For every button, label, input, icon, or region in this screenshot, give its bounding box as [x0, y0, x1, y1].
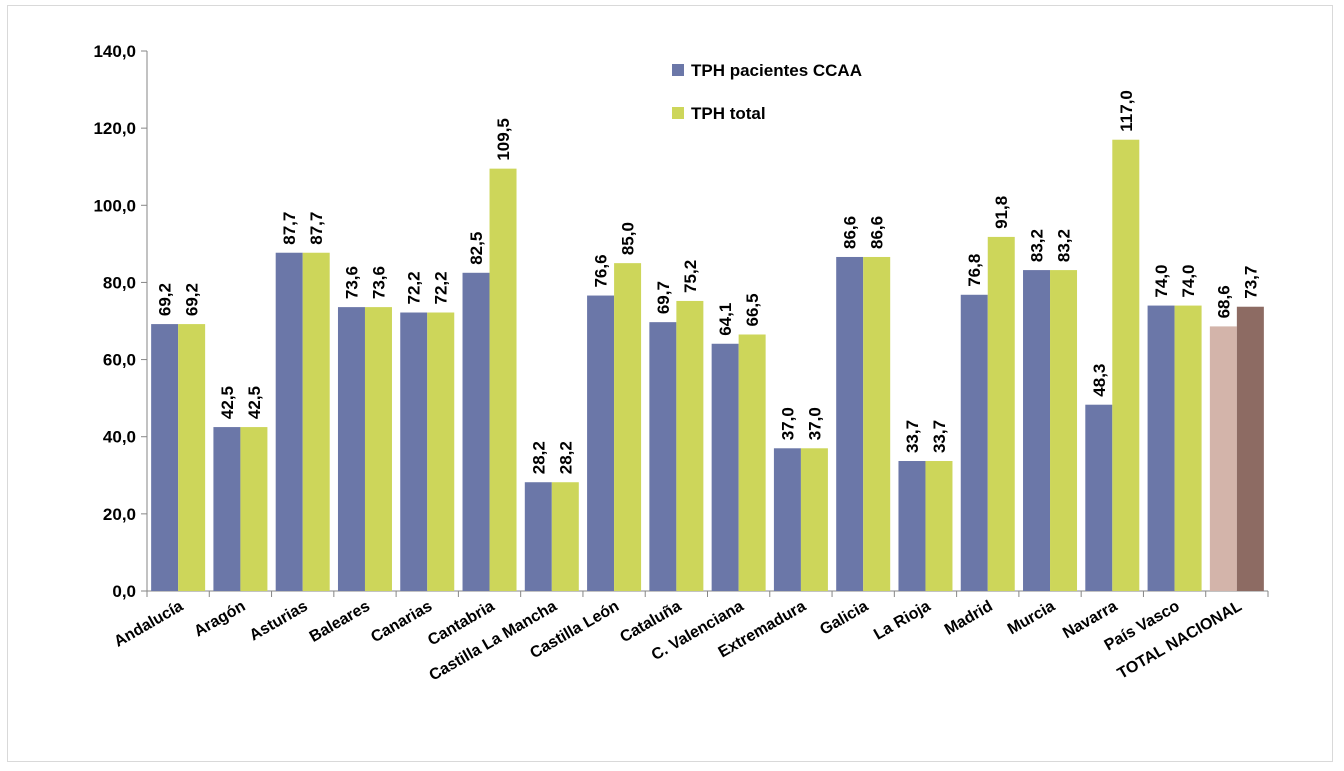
bar: [738, 334, 766, 591]
bar: [676, 300, 704, 591]
bar: [462, 272, 490, 591]
x-category-label: Murcia: [1005, 598, 1058, 639]
data-label: 83,2: [1028, 229, 1047, 262]
x-category-label: La Rioja: [871, 598, 933, 644]
data-label: 48,3: [1090, 364, 1109, 397]
data-label: 86,6: [868, 216, 887, 249]
data-label: 33,7: [930, 420, 949, 453]
data-label: 73,6: [369, 266, 388, 299]
data-label: 76,6: [592, 254, 611, 287]
data-label: 85,0: [619, 222, 638, 255]
x-category-label: Andalucía: [111, 598, 186, 651]
legend-label-pacientes: TPH pacientes CCAA: [691, 61, 862, 80]
bar: [925, 461, 953, 591]
data-label: 69,2: [183, 283, 202, 316]
data-label: 37,0: [778, 407, 797, 440]
y-tick-label: 140,0: [93, 42, 136, 61]
x-category-label: Baleares: [307, 598, 373, 646]
bar: [400, 312, 428, 591]
data-label: 91,8: [992, 196, 1011, 229]
data-label: 109,5: [494, 118, 513, 161]
bar: [960, 294, 988, 591]
data-label: 82,5: [467, 232, 486, 265]
bar: [524, 482, 552, 591]
bar: [649, 322, 677, 591]
bar: [863, 256, 891, 591]
data-label: 28,2: [529, 441, 548, 474]
bar: [1147, 305, 1175, 591]
y-tick-label: 0,0: [112, 582, 136, 601]
bar: [240, 427, 268, 591]
data-label: 87,7: [280, 212, 299, 245]
data-label: 72,2: [432, 271, 451, 304]
bar: [1174, 305, 1202, 591]
bar: [836, 256, 864, 591]
y-tick-label: 20,0: [103, 505, 136, 524]
bar: [427, 312, 455, 591]
data-label: 86,6: [841, 216, 860, 249]
data-label: 83,2: [1055, 229, 1074, 262]
bar: [1085, 404, 1113, 591]
x-category-label: Galicia: [817, 598, 871, 639]
bar: [614, 263, 642, 591]
bar: [1236, 306, 1264, 591]
data-label: 75,2: [681, 260, 700, 293]
legend-swatch-pacientes: [672, 64, 684, 76]
data-label: 28,2: [556, 441, 575, 474]
data-label: 37,0: [805, 407, 824, 440]
data-label: 73,6: [342, 266, 361, 299]
data-label: 74,0: [1152, 264, 1171, 297]
bar: [337, 307, 365, 591]
bar: [302, 252, 330, 591]
y-tick-label: 120,0: [93, 119, 136, 138]
bar: [773, 448, 801, 591]
bar: [178, 324, 206, 591]
legend-swatch-total: [672, 107, 684, 119]
y-tick-label: 80,0: [103, 273, 136, 292]
legend: TPH pacientes CCAA TPH total: [626, 50, 931, 135]
bar: [151, 324, 179, 591]
bar: [1112, 139, 1140, 591]
x-category-label: Aragón: [191, 598, 248, 641]
bar: [489, 168, 517, 591]
data-label: 68,6: [1214, 285, 1233, 318]
bar: [587, 295, 615, 591]
data-label: 87,7: [307, 212, 326, 245]
data-label: 33,7: [903, 420, 922, 453]
data-label: 66,5: [743, 293, 762, 326]
x-category-label: Madrid: [942, 598, 996, 639]
data-label: 42,5: [218, 386, 237, 419]
bar: [275, 252, 303, 591]
x-category-label: Canarias: [368, 598, 435, 647]
data-label: 69,2: [156, 283, 175, 316]
data-label: 76,8: [965, 254, 984, 287]
bar: [1023, 270, 1051, 591]
bar: [551, 482, 579, 591]
data-label: 72,2: [405, 271, 424, 304]
bar: [987, 236, 1015, 591]
data-label: 69,7: [654, 281, 673, 314]
data-label: 42,5: [245, 386, 264, 419]
bar: [364, 307, 392, 591]
bar: [213, 427, 241, 591]
y-tick-label: 60,0: [103, 351, 136, 370]
y-tick-label: 40,0: [103, 428, 136, 447]
x-category-label: Asturias: [247, 598, 311, 645]
bar: [1209, 326, 1237, 591]
legend-label-total: TPH total: [691, 104, 766, 123]
bar: [711, 343, 739, 591]
bar: [1050, 270, 1078, 591]
data-label: 64,1: [716, 303, 735, 336]
data-label: 117,0: [1117, 90, 1136, 132]
bar: [898, 461, 926, 591]
bar: [800, 448, 828, 591]
data-label: 74,0: [1179, 264, 1198, 297]
data-label: 73,7: [1241, 266, 1260, 299]
y-tick-label: 100,0: [93, 196, 136, 215]
